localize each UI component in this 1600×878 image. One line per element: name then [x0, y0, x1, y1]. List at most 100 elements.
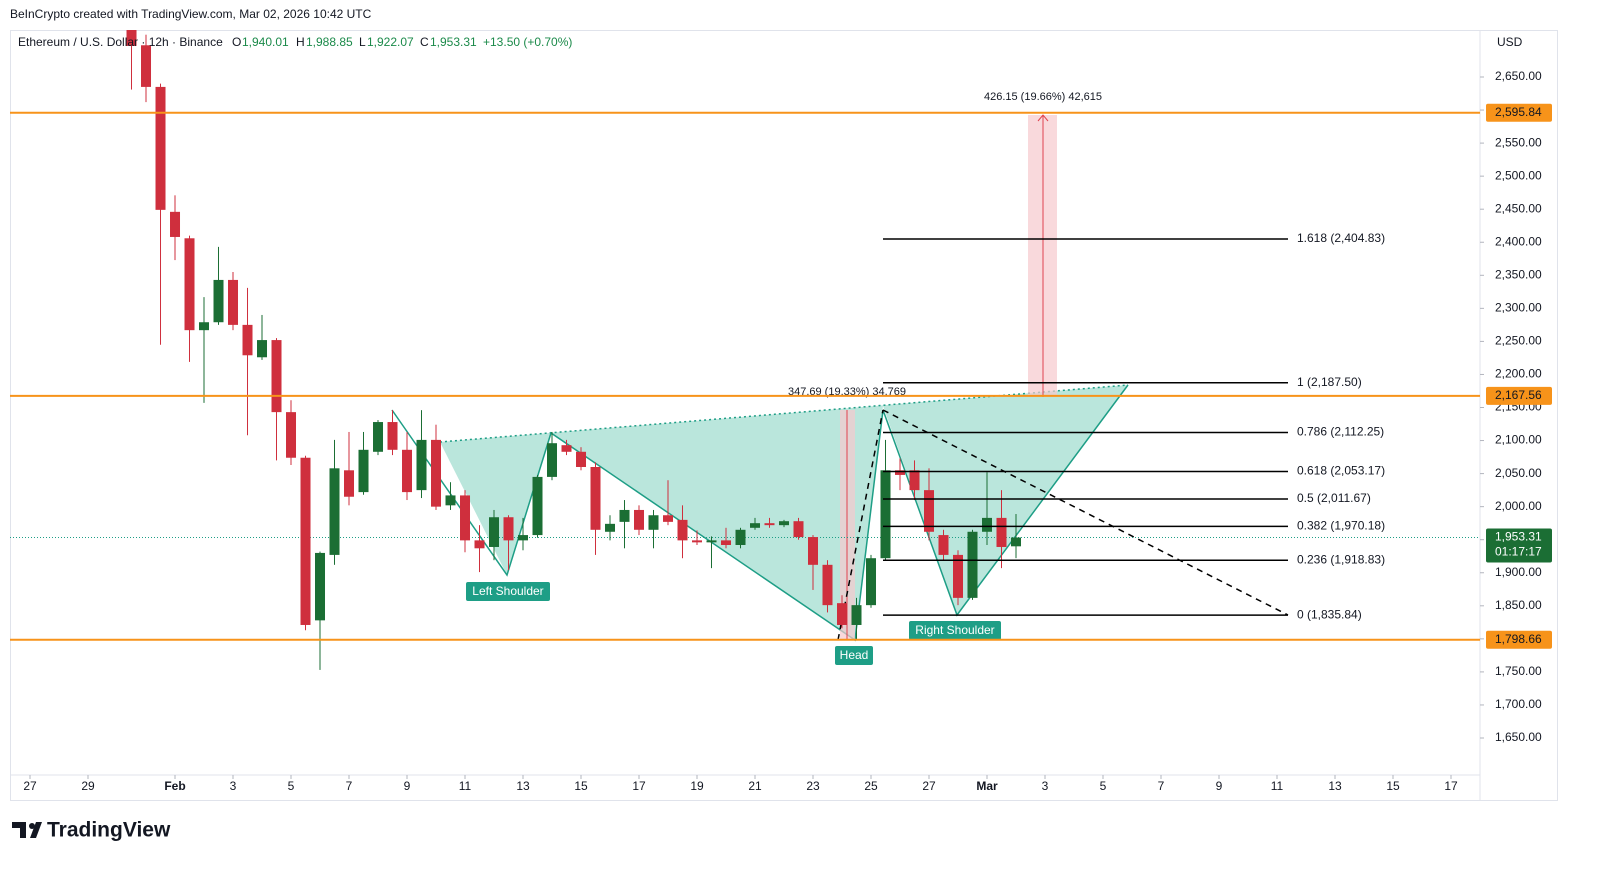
candle-body: [764, 523, 775, 526]
pattern-fill: [440, 385, 1128, 640]
x-tick-label: 11: [1271, 779, 1284, 793]
level-label-box: [1486, 386, 1552, 405]
x-tick-label: 17: [632, 779, 646, 793]
fib-label: 0.618 (2,053.17): [1297, 464, 1385, 478]
candle-body: [184, 238, 195, 331]
y-tick-label: 1,850.00: [1495, 598, 1542, 612]
fib-label: 0.5 (2,011.67): [1297, 491, 1371, 505]
credit: BeInCrypto created with TradingView.com,…: [10, 7, 372, 21]
ohlc-key: L: [359, 35, 366, 49]
y-tick-label: 1,900.00: [1495, 565, 1542, 579]
fib-label: 0.786 (2,112.25): [1297, 425, 1384, 439]
label-box: [466, 582, 550, 601]
fib-label: 0.236 (1,918.83): [1297, 552, 1385, 566]
candle-body: [532, 476, 543, 536]
y-tick-label: 2,450.00: [1495, 201, 1542, 215]
candle-body: [547, 443, 558, 477]
brand: TradingView: [12, 819, 171, 842]
y-tick-label: 2,350.00: [1495, 267, 1542, 281]
x-tick-label: 9: [404, 779, 411, 793]
candle-body: [271, 340, 282, 413]
candle-body: [909, 470, 920, 491]
y-tick-label: 2,650.00: [1495, 69, 1542, 83]
candle-body: [155, 86, 166, 210]
y-tick-label: 1,700.00: [1495, 697, 1542, 711]
ohlc-value: 1,940.01: [242, 35, 289, 49]
candle-body: [315, 552, 326, 621]
candle-body: [996, 517, 1007, 547]
x-tick-label: 29: [81, 779, 95, 793]
plot: [10, 30, 1480, 670]
candle-body: [648, 515, 659, 530]
candle-body: [199, 322, 210, 331]
candle-body: [866, 558, 877, 606]
candle-body: [460, 495, 471, 541]
trend-line: [882, 409, 1289, 616]
candle-body: [851, 605, 862, 625]
candle-body: [924, 490, 935, 532]
head-label: Head: [840, 648, 869, 662]
last-price-label: 1,953.31: [1495, 530, 1542, 544]
level-label-box: [1486, 103, 1552, 122]
candle-body: [141, 45, 152, 87]
candle-body: [213, 279, 224, 323]
logo-dot: [29, 823, 35, 829]
candle-body: [677, 519, 688, 541]
ohlc-value: 1,988.85: [306, 35, 353, 49]
logo-text: TradingView: [47, 819, 171, 842]
candle-body: [1011, 537, 1022, 547]
x-tick-label: 7: [346, 779, 353, 793]
symbol: Ethereum / U.S. Dollar · 12h · Binance: [18, 35, 223, 49]
candle-body: [895, 470, 906, 475]
candle-body: [634, 509, 645, 530]
x-tick-label: 15: [574, 779, 588, 793]
y-tick-label: 2,050.00: [1495, 466, 1542, 480]
candle-body: [721, 540, 732, 545]
candle-body: [576, 451, 587, 467]
candle-body: [793, 521, 804, 538]
x-tick-label: 5: [288, 779, 295, 793]
y-tick-label: 2,550.00: [1495, 135, 1542, 149]
candle-body: [445, 495, 456, 506]
candle-body: [750, 523, 761, 528]
x-tick-label: 23: [806, 779, 820, 793]
x-tick-label: 9: [1216, 779, 1223, 793]
ohlc-key: C: [420, 35, 429, 49]
x-tick-label: 15: [1386, 779, 1400, 793]
left-shoulder-label: Left Shoulder: [472, 584, 543, 598]
candle-body: [344, 470, 355, 497]
candle-body: [402, 449, 413, 493]
candle-body: [358, 449, 369, 493]
y-tick-label: 2,200.00: [1495, 367, 1542, 381]
candle-body: [735, 529, 746, 545]
candle-body: [416, 439, 427, 491]
label-box: [835, 646, 873, 665]
level-label-box: [1486, 630, 1552, 649]
level-label: 2,167.56: [1495, 388, 1542, 402]
ohlc-value: 1,953.31: [430, 35, 477, 49]
label-box: [909, 621, 1001, 640]
candle-body: [605, 523, 616, 532]
ohlc-key: O: [232, 35, 241, 49]
currency: USD: [1497, 35, 1523, 49]
change: +13.50 (+0.70%): [483, 35, 572, 49]
last-price-box: [1486, 528, 1552, 563]
measure-arrow: [1037, 114, 1049, 122]
candle-body: [474, 540, 485, 549]
x-tick-label: 3: [1042, 779, 1049, 793]
x-tick-label: Mar: [976, 779, 998, 793]
candle-body: [286, 412, 297, 458]
chart-frame: [10, 30, 1558, 801]
fib-label: 0 (1,835.84): [1297, 607, 1362, 621]
candle-body: [170, 211, 181, 237]
last-price-timer: 01:17:17: [1495, 545, 1542, 559]
candle-body: [329, 468, 340, 555]
candle-body: [619, 509, 630, 522]
candle-body: [706, 540, 717, 543]
candle-body: [503, 517, 514, 541]
candle-body: [257, 340, 268, 358]
x-tick-label: 13: [516, 779, 530, 793]
level-label: 2,595.84: [1495, 105, 1542, 119]
fib-label: 0.382 (1,970.18): [1297, 519, 1385, 533]
level-label: 1,798.66: [1495, 632, 1542, 646]
